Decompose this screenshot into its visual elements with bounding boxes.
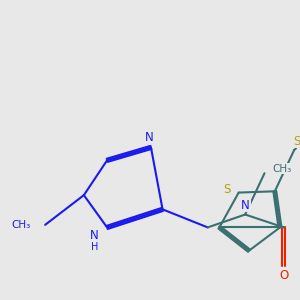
Text: S: S <box>293 135 300 148</box>
Text: CH₃: CH₃ <box>11 220 30 230</box>
Text: CH₃: CH₃ <box>273 164 292 174</box>
Text: S: S <box>224 183 231 196</box>
Text: N: N <box>242 199 250 212</box>
Text: H: H <box>91 242 98 252</box>
Text: N: N <box>90 229 99 242</box>
Text: O: O <box>279 269 289 282</box>
Text: N: N <box>145 131 154 144</box>
